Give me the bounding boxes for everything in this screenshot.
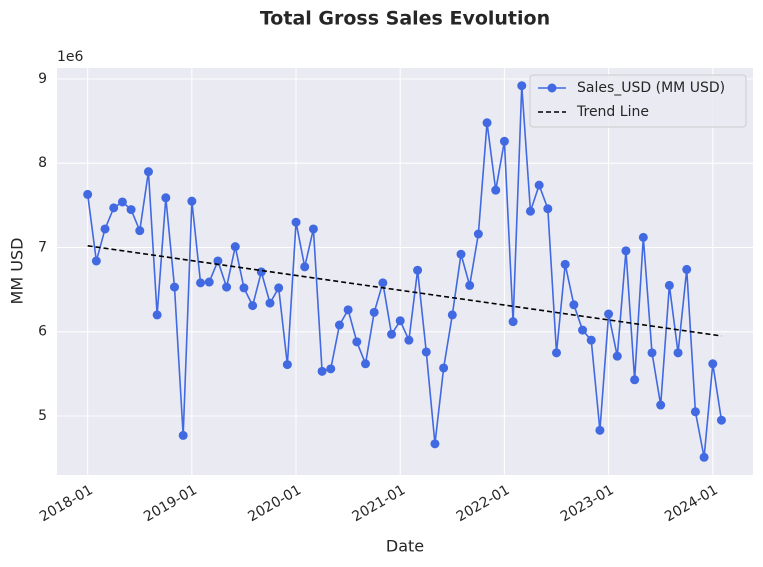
point	[543, 204, 553, 214]
y-tick-label: 6	[38, 324, 47, 340]
point	[239, 283, 249, 293]
point	[482, 118, 492, 128]
point	[569, 300, 579, 310]
point	[673, 348, 683, 358]
point	[499, 136, 509, 146]
point	[508, 317, 518, 327]
y-tick-label: 9	[38, 71, 47, 87]
point	[360, 359, 370, 369]
point	[612, 351, 622, 361]
point	[439, 363, 449, 373]
point	[100, 224, 110, 234]
point	[716, 415, 726, 425]
point	[117, 197, 127, 207]
point	[196, 278, 206, 288]
point	[682, 264, 692, 274]
point	[630, 375, 640, 385]
x-tick-label: 2022-01	[454, 482, 513, 525]
point	[525, 206, 535, 216]
point	[456, 249, 466, 259]
point	[664, 280, 674, 290]
point	[560, 259, 570, 269]
plot-area	[57, 68, 753, 475]
point	[169, 282, 179, 292]
point	[491, 185, 501, 195]
point	[404, 335, 414, 345]
point	[595, 425, 605, 435]
point	[291, 217, 301, 227]
point	[586, 335, 596, 345]
point	[378, 278, 388, 288]
point	[109, 203, 119, 213]
point	[91, 256, 101, 266]
point	[178, 430, 188, 440]
point	[282, 360, 292, 370]
point	[308, 224, 318, 234]
x-tick-label: 2019-01	[141, 482, 200, 525]
point	[152, 310, 162, 320]
point	[317, 366, 327, 376]
point	[534, 180, 544, 190]
point	[430, 439, 440, 449]
legend-box	[529, 74, 747, 128]
point	[256, 267, 266, 277]
point	[300, 262, 310, 272]
y-tick-label: 7	[38, 239, 47, 255]
x-tick-label: 2024-01	[662, 482, 721, 525]
point	[551, 348, 561, 358]
point	[352, 337, 362, 347]
legend-label: Sales_USD (MM USD)	[577, 80, 725, 96]
y-tick-label: 5	[38, 408, 47, 424]
x-tick-label: 2018-01	[37, 482, 96, 525]
point	[604, 309, 614, 319]
point	[326, 364, 336, 374]
point	[421, 347, 431, 357]
trend-line	[87, 245, 722, 337]
point	[447, 310, 457, 320]
point	[343, 305, 353, 315]
point	[578, 325, 588, 335]
point	[395, 316, 405, 326]
point	[465, 280, 475, 290]
point	[143, 167, 153, 177]
point	[161, 193, 171, 203]
point	[204, 277, 214, 287]
point	[699, 452, 709, 462]
point	[517, 81, 527, 91]
point	[248, 301, 258, 311]
legend-label: Trend Line	[576, 104, 649, 120]
x-tick-label: 2020-01	[245, 482, 304, 525]
legend-marker	[547, 83, 557, 93]
point	[83, 189, 93, 199]
point	[334, 320, 344, 330]
point	[126, 205, 136, 215]
chart-title: Total Gross Sales Evolution	[260, 8, 550, 30]
point	[413, 265, 423, 275]
point	[647, 348, 657, 358]
point	[708, 359, 718, 369]
y-tick-label: 8	[38, 155, 47, 171]
point	[656, 400, 666, 410]
point	[265, 298, 275, 308]
point	[222, 282, 232, 292]
point	[369, 307, 379, 317]
y-offset-label: 1e6	[57, 49, 84, 65]
point	[135, 226, 145, 236]
x-tick-label: 2021-01	[350, 482, 409, 525]
series-line	[86, 85, 723, 458]
point	[187, 196, 197, 206]
x-axis-label: Date	[386, 537, 424, 556]
point	[621, 246, 631, 256]
point	[230, 242, 240, 252]
point	[473, 229, 483, 239]
point	[274, 283, 284, 293]
y-axis-label: MM USD	[8, 238, 27, 305]
point	[690, 407, 700, 417]
x-tick-label: 2023-01	[558, 482, 617, 525]
point	[387, 329, 397, 339]
point	[638, 232, 648, 242]
